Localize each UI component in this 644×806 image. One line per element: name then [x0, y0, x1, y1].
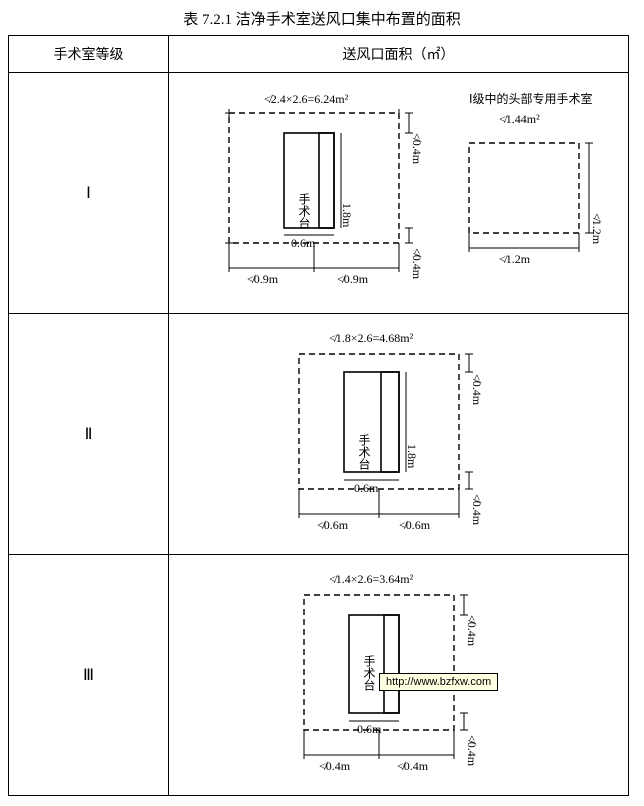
dim-mr: ≮0.9m: [337, 272, 369, 286]
dim-bot: ≮0.4m: [410, 248, 424, 280]
table-row: Ⅱ ≮1.8×2.6=4.68m² 手术台 ≮0.4m: [9, 314, 629, 555]
level-cell: Ⅱ: [9, 314, 169, 555]
diag-title: ≮1.4×2.6=3.64m²: [329, 572, 414, 586]
table-rect2: [381, 372, 399, 472]
dim-mr: ≮0.6m: [399, 518, 431, 532]
dim-top: ≮0.4m: [470, 374, 484, 406]
header-level: 手术室等级: [9, 36, 169, 73]
dim-top: ≮0.4m: [410, 133, 424, 165]
table-label: 手术台: [357, 434, 371, 470]
level-cell: Ⅲ: [9, 555, 169, 796]
dim-ml: ≮0.6m: [317, 518, 349, 532]
table-caption: 表 7.2.1 洁净手术室送风口集中布置的面积: [8, 8, 636, 29]
outer-rect: [299, 354, 459, 489]
diag-title: ≮1.8×2.6=4.68m²: [329, 331, 414, 345]
bottom-dims: [229, 243, 399, 272]
diagram-cell: ≮1.4×2.6=3.64m² 手术台 ≮0.4m ≮0.4m: [169, 555, 629, 796]
table-row: Ⅲ ≮1.4×2.6=3.64m² 手术台 ≮0.4m: [9, 555, 629, 796]
table-rect: [344, 372, 399, 472]
diagram-cell: ≮1.8×2.6=4.68m² 手术台 ≮0.4m ≮0.4m: [169, 314, 629, 555]
dim-h: 1.8m: [340, 203, 354, 228]
d2-dims: [469, 143, 593, 252]
d2-w: ≮1.2m: [499, 252, 531, 266]
outer-rect2: [469, 143, 579, 233]
dim-top: ≮0.4m: [465, 615, 479, 647]
dim-w: 0.6m: [357, 722, 382, 736]
diag2-sub: ≮1.44m²: [499, 112, 540, 126]
table-label: 手术台: [297, 193, 311, 229]
dim-w: 0.6m: [354, 481, 379, 495]
diag2-title: Ⅰ级中的头部专用手术室: [469, 91, 593, 106]
dim-mr: ≮0.4m: [397, 759, 429, 773]
main-table: 手术室等级 送风口面积（㎡） Ⅰ ≮2.4×2.6=6.24m²: [8, 35, 629, 796]
dim-w: 0.6m: [291, 236, 316, 250]
table-rect2: [384, 615, 399, 713]
diag-title: ≮2.4×2.6=6.24m²: [264, 92, 349, 106]
level-cell: Ⅰ: [9, 73, 169, 314]
header-area: 送风口面积（㎡）: [169, 36, 629, 73]
dim-h: 1.8m: [405, 444, 419, 469]
diagram-cell: ≮2.4×2.6=6.24m² 手术台: [169, 73, 629, 314]
table-row: Ⅰ ≮2.4×2.6=6.24m² 手术台: [9, 73, 629, 314]
dim-ml: ≮0.9m: [247, 272, 279, 286]
dim-bot: ≮0.4m: [465, 735, 479, 767]
bottom-dims: [304, 730, 454, 759]
dim-ml: ≮0.4m: [319, 759, 351, 773]
dim-bot: ≮0.4m: [470, 494, 484, 526]
bottom-dims: [299, 489, 459, 518]
table-label: 手术台: [362, 655, 376, 691]
table-rect2: [319, 133, 334, 228]
url-tooltip: http://www.bzfxw.com: [379, 673, 498, 691]
ticks: [225, 109, 399, 243]
d2-h: ≮1.2m: [590, 213, 604, 245]
